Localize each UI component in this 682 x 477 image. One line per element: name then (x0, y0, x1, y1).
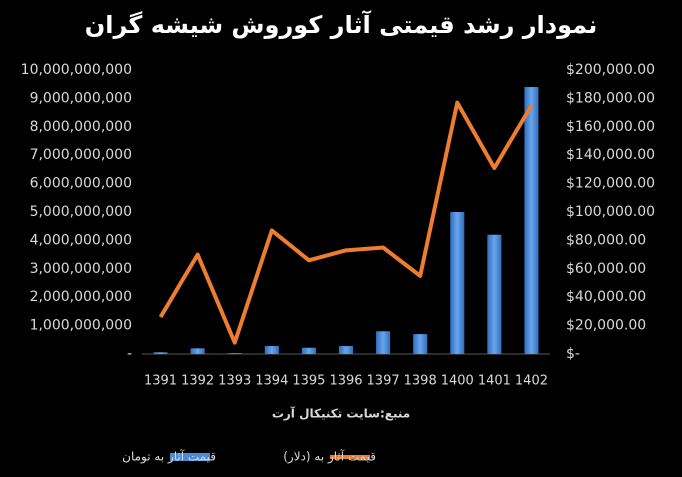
y2-tick-label: $140,000.00 (566, 147, 655, 163)
y-tick-label: 8,000,000,000 (30, 119, 132, 135)
y-tick-label: 5,000,000,000 (30, 204, 132, 220)
x-tick-label: 1398 (404, 374, 437, 389)
bar (487, 234, 502, 354)
y-tick-label: 6,000,000,000 (30, 176, 132, 192)
y-tick-label: 3,000,000,000 (30, 261, 132, 277)
y-tick-label: 2,000,000,000 (30, 289, 132, 305)
y-tick-label: 7,000,000,000 (30, 147, 132, 163)
x-tick-label: 1396 (329, 374, 362, 389)
y2-tick-label: $60,000.00 (566, 261, 646, 277)
legend-label: قیمت آثار به (دلار) (283, 449, 376, 465)
x-tick-label: 1392 (181, 374, 214, 389)
y-tick-label: 9,000,000,000 (30, 90, 132, 106)
bar (227, 353, 242, 354)
y-tick-label: 1,000,000,000 (30, 318, 132, 334)
legend-swatch (170, 453, 210, 461)
x-tick-label: 1397 (367, 374, 400, 389)
chart-title: نمودار رشد قیمتی آثار کوروش شیشه گران (85, 10, 598, 39)
bar (413, 334, 428, 354)
y2-tick-label: $100,000.00 (566, 204, 655, 220)
y2-tick-label: $20,000.00 (566, 318, 646, 334)
y2-tick-label: $40,000.00 (566, 289, 646, 305)
y2-tick-label: $160,000.00 (566, 119, 655, 135)
y2-tick-label: $80,000.00 (566, 232, 646, 248)
bar (450, 212, 465, 354)
y2-tick-label: $200,000.00 (566, 62, 655, 78)
bar (264, 346, 279, 354)
bar (190, 348, 205, 354)
x-tick-label: 1393 (218, 374, 251, 389)
y2-tick-label: $180,000.00 (566, 90, 655, 106)
source: منبع:سایت تکنیکال آرت (272, 406, 410, 421)
x-tick-label: 1394 (255, 374, 288, 389)
y2-tick-label: $120,000.00 (566, 176, 655, 192)
bar (376, 331, 391, 354)
x-tick-label: 1395 (292, 374, 325, 389)
y-tick-label: 4,000,000,000 (30, 232, 132, 248)
legend-label: قیمت آثار به تومان (122, 449, 216, 465)
bar (153, 352, 168, 354)
x-tick-label: 1400 (441, 374, 474, 389)
x-tick-label: 1391 (144, 374, 177, 389)
line (158, 100, 534, 345)
y-tick-label: - (127, 346, 132, 362)
bar (301, 347, 316, 354)
bar (338, 346, 354, 354)
bar (524, 87, 539, 354)
y2-tick-label: $- (566, 346, 580, 362)
x-tick-label: 1401 (478, 374, 511, 389)
y-tick-label: 10,000,000,000 (21, 62, 132, 78)
x-tick-label: 1402 (515, 374, 548, 389)
